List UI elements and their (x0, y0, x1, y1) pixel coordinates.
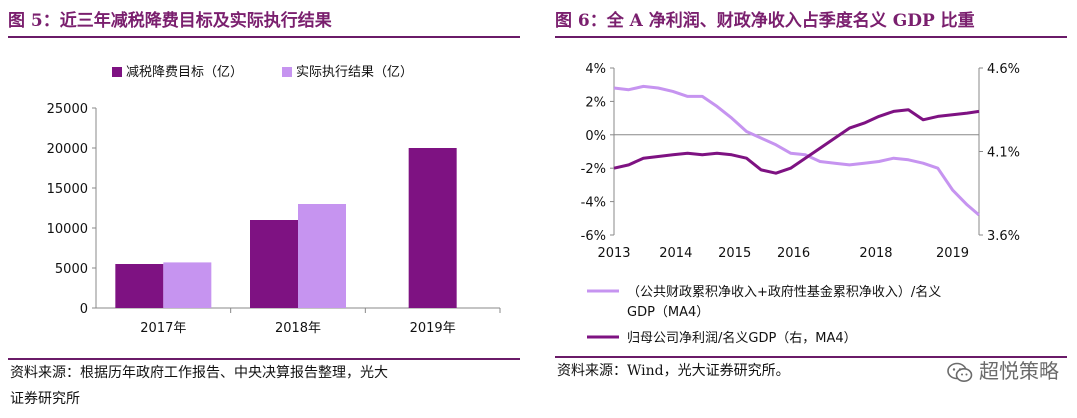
series-line-0 (613, 84, 980, 217)
y-tick-label: 20000 (47, 142, 88, 157)
left-y-tick-label: 0% (585, 129, 606, 144)
wechat-icon (947, 362, 973, 382)
right-source-note: 资料来源：Wind，光大证券研究所。 (557, 363, 790, 379)
legend-label-fiscal-line1: （公共财政累积净收入+政府性基金累积净收入）/名义 (627, 284, 941, 300)
left-source-note: 资料来源：根据历年政府工作报告、中央决算报告整理，光大 证券研究所 (10, 360, 388, 412)
y-tick-label: 5000 (55, 262, 88, 277)
left-y-tick-label: 2% (585, 95, 606, 110)
right-chart-title: 图 6：全 A 净利润、财政净收入占季度名义 GDP 比重 (555, 11, 975, 31)
right-source-rule (555, 356, 1067, 358)
legend-label-0: 减税降费目标（亿） (126, 65, 243, 80)
watermark-text: 超悦策略 (979, 359, 1059, 383)
y-tick-label: 15000 (47, 182, 88, 197)
legend-swatch-0 (112, 67, 122, 77)
y-tick-label: 10000 (47, 222, 88, 237)
x-tick-label: 2015 (718, 246, 751, 261)
x-tick-label: 2018 (859, 246, 892, 261)
y-tick-label: 25000 (47, 102, 88, 117)
x-tick-label: 2019年 (410, 321, 456, 336)
left-title-rule (8, 36, 520, 38)
bar-chart: 减税降费目标（亿） 实际执行结果（亿） 0 5000 10000 15000 20000 2… (47, 65, 501, 336)
x-tick-label: 2016 (777, 246, 810, 261)
watermark: 超悦策略 (947, 355, 1059, 384)
left-y-tick-label: 4% (585, 62, 606, 77)
left-source-rule (8, 358, 520, 360)
right-title-rule (555, 36, 1067, 38)
bar-0-0 (115, 264, 164, 308)
legend-label-profit: 归母公司净利润/名义GDP（右，MA4） (627, 330, 857, 346)
bar-0-1 (163, 262, 212, 308)
right-panel: 图 6：全 A 净利润、财政净收入占季度名义 GDP 比重 -6% -4% -2% 0… (547, 0, 1077, 418)
x-tick-label: 2017年 (140, 321, 186, 336)
legend-swatch-1 (282, 67, 292, 77)
bar-1-1 (298, 204, 346, 308)
legend-label-fiscal-line2: GDP（MA4） (627, 305, 709, 320)
x-tick-label: 2019 (936, 246, 969, 261)
left-panel: 图 5：近三年减税降费目标及实际执行结果 减税降费目标（亿） 实际执行结果（亿） … (0, 0, 530, 418)
left-y-tick-label: -4% (581, 196, 606, 211)
x-tick-label: 2018年 (275, 321, 321, 336)
x-tick-label: 2014 (659, 246, 692, 261)
bar-2-0 (408, 148, 457, 308)
left-y-tick-label: -6% (581, 229, 606, 244)
line-chart: -6% -4% -2% 0% 2% 4% 3.6% 4.1% 4.6% 2013 2014 2015 2… (581, 62, 1020, 346)
left-source-line-1: 资料来源：根据历年政府工作报告、中央决算报告整理，光大 (10, 365, 388, 381)
left-source-line-2: 证券研究所 (10, 391, 80, 407)
right-y-tick-label: 3.6% (987, 229, 1020, 244)
right-y-tick-label: 4.6% (987, 62, 1020, 77)
left-chart-title: 图 5：近三年减税降费目标及实际执行结果 (8, 11, 332, 31)
series-line-1 (613, 108, 980, 175)
right-y-tick-label: 4.1% (987, 146, 1020, 161)
y-tick-label: 0 (80, 302, 88, 317)
x-tick-label: 2013 (597, 246, 630, 261)
left-y-tick-label: -2% (581, 162, 606, 177)
legend-label-1: 实际执行结果（亿） (296, 65, 413, 80)
bar-1-0 (250, 220, 298, 308)
